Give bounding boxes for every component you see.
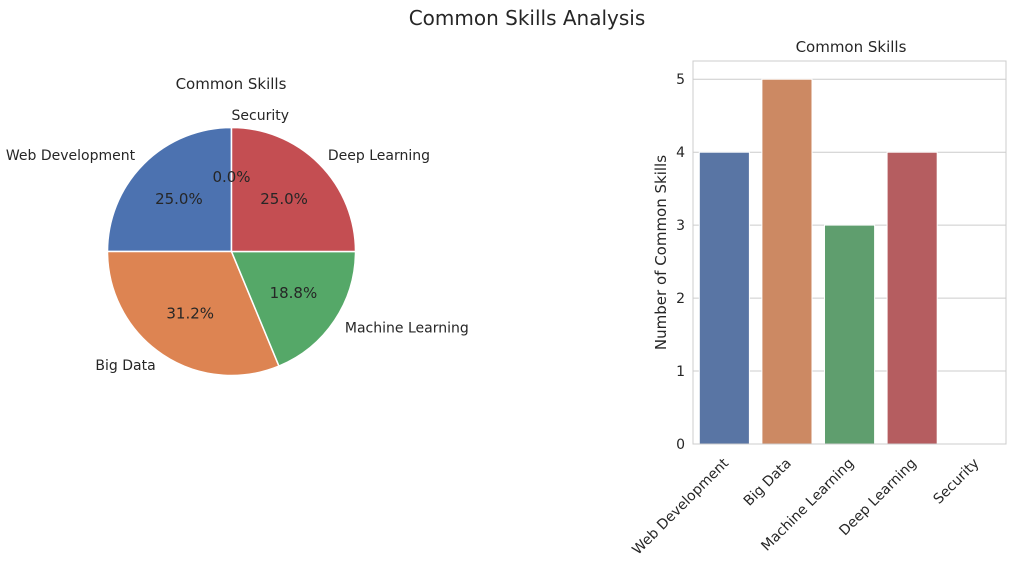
pie-labels: Web Development 25.0% Big Data 31.2% Machine… [6, 108, 469, 374]
bar-chart: Common Skills 0 1 2 3 4 5 Web Development Big … [629, 38, 1007, 558]
pie-pct-deep-learning: 25.0% [260, 190, 308, 208]
y-tick-4: 4 [676, 145, 685, 161]
bar-deep-learning [886, 151, 938, 445]
y-tick-0: 0 [676, 437, 685, 453]
figure-title: Common Skills Analysis [409, 6, 646, 30]
pie-pct-machine-learning: 18.8% [270, 284, 318, 302]
y-tick-2: 2 [676, 291, 685, 307]
pie-slices [106, 126, 357, 377]
pie-slice-machine-learning [230, 250, 357, 368]
plot-frame [692, 60, 1007, 445]
y-tick-3: 3 [676, 218, 685, 234]
bar-series [698, 78, 938, 445]
bar-title: Common Skills [796, 38, 907, 56]
pie-slice-web-development [106, 126, 233, 253]
pie-title: Common Skills [176, 75, 287, 93]
x-tick-security: Security [931, 456, 983, 508]
bar-web-development [698, 151, 750, 445]
x-tick-big-data: Big Data [741, 456, 795, 510]
pie-slice-big-data [106, 250, 280, 377]
pie-label-security: Security [232, 108, 290, 124]
x-tick-web-development: Web Development [629, 455, 732, 558]
pie-slice-deep-learning [230, 126, 357, 253]
y-tick-labels: 0 1 2 3 4 5 [676, 72, 685, 453]
bar-machine-learning [824, 224, 876, 445]
y-tick-5: 5 [676, 72, 685, 88]
pie-label-machine-learning: Machine Learning [345, 320, 469, 336]
y-tick-1: 1 [676, 364, 685, 380]
bar-big-data [761, 78, 813, 445]
pie-pct-big-data: 31.2% [166, 304, 214, 322]
pie-chart: Common Skills Web Development 25.0% Big Da… [6, 75, 469, 377]
pie-pct-web-development: 25.0% [155, 190, 203, 208]
pie-pct-security: 0.0% [212, 168, 250, 186]
pie-label-web-development: Web Development [6, 148, 136, 164]
pie-label-big-data: Big Data [95, 358, 155, 374]
pie-label-deep-learning: Deep Learning [328, 148, 430, 164]
y-axis-label: Number of Common Skills [652, 155, 670, 350]
